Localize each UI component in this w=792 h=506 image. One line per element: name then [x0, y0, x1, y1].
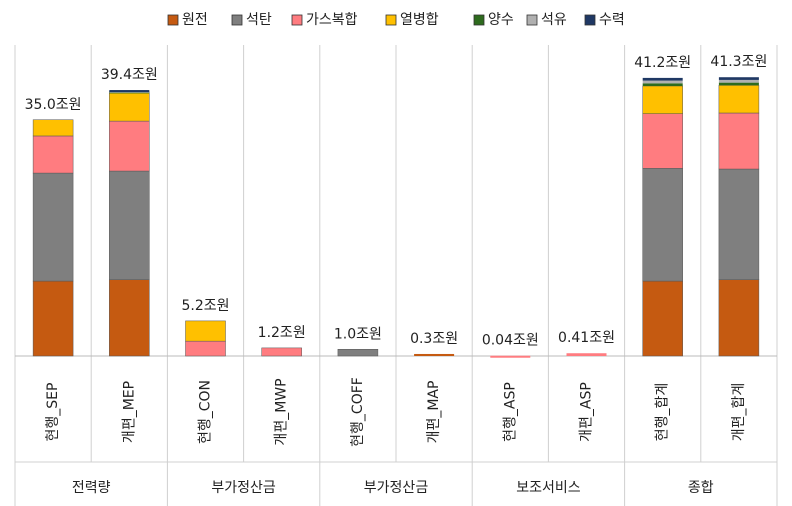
- legend-label: 원전: [182, 12, 208, 28]
- legend-swatch: [291, 14, 303, 26]
- bar-segment: [414, 353, 455, 356]
- legend-label: 열병합: [400, 12, 439, 28]
- x-tick-label: 현행_합계: [655, 383, 671, 442]
- x-tick-label: 현행_SEP: [45, 383, 61, 442]
- legend-label: 양수: [488, 12, 514, 28]
- bar-segment: [185, 340, 226, 357]
- legend-swatch: [473, 14, 485, 26]
- bar-segment: [109, 120, 150, 172]
- bar-segment: [32, 119, 74, 137]
- x-tick-label: 현행_COFF: [350, 377, 366, 447]
- bar-segment: [109, 91, 150, 122]
- bar-segment: [490, 355, 531, 358]
- group-label: 종합: [688, 480, 714, 496]
- group-label: 부가정산금: [211, 480, 276, 496]
- group-label: 보조서비스: [516, 480, 581, 496]
- bar-segment: [718, 82, 759, 86]
- bar-segment: [642, 168, 683, 282]
- bar-segment: [718, 279, 760, 357]
- bar-segment: [566, 353, 607, 356]
- bar-segment: [642, 113, 683, 169]
- bar-segment: [718, 79, 759, 83]
- bar-segment: [185, 320, 226, 342]
- total-label: 1.2조원: [258, 325, 306, 341]
- bar-segment: [109, 279, 150, 357]
- bar-segment: [109, 170, 150, 280]
- bar-segment: [337, 349, 379, 357]
- bar-segment: [718, 85, 760, 114]
- total-label: 35.0조원: [25, 97, 82, 113]
- bar-segment: [718, 77, 759, 80]
- bar-segment: [642, 77, 683, 81]
- bar-segment: [32, 135, 74, 174]
- x-tick-label: 개편_ASP: [579, 382, 595, 442]
- total-label: 0.04조원: [482, 333, 539, 349]
- legend-label: 가스복합: [306, 12, 358, 28]
- bar-segment: [642, 85, 683, 114]
- x-tick-label: 개편_MEP: [121, 381, 137, 443]
- legend-label: 석유: [541, 12, 567, 28]
- group-label: 전력량: [72, 480, 111, 496]
- legend-swatch: [584, 14, 596, 26]
- bar-segment: [32, 280, 74, 357]
- total-label: 41.3조원: [710, 54, 767, 70]
- bar-segment: [642, 280, 683, 357]
- legend-label: 수력: [599, 12, 625, 28]
- bar-segment: [32, 172, 74, 282]
- total-label: 0.41조원: [558, 330, 615, 346]
- legend-swatch: [526, 14, 538, 26]
- x-tick-label: 현행_CON: [198, 380, 214, 444]
- total-label: 41.2조원: [634, 55, 691, 71]
- group-label: 부가정산금: [364, 480, 429, 496]
- x-tick-label: 개편_MAP: [426, 381, 442, 444]
- total-label: 0.3조원: [410, 331, 458, 347]
- total-label: 1.0조원: [334, 326, 382, 342]
- x-tick-label: 개편_MWP: [274, 378, 290, 445]
- bar-segment: [642, 83, 683, 86]
- legend-swatch: [167, 14, 179, 26]
- bar-segment: [718, 168, 760, 280]
- bar-segment: [109, 90, 150, 93]
- bar-segment: [718, 112, 760, 170]
- legend-label: 석탄: [246, 12, 272, 28]
- legend-swatch: [231, 14, 243, 26]
- total-label: 39.4조원: [101, 67, 158, 83]
- legend-swatch: [385, 14, 397, 26]
- total-label: 5.2조원: [181, 298, 229, 314]
- x-tick-label: 현행_ASP: [502, 382, 518, 442]
- bar-segment: [642, 80, 683, 84]
- x-tick-label: 개편_합계: [731, 383, 747, 442]
- bar-segment: [261, 347, 302, 357]
